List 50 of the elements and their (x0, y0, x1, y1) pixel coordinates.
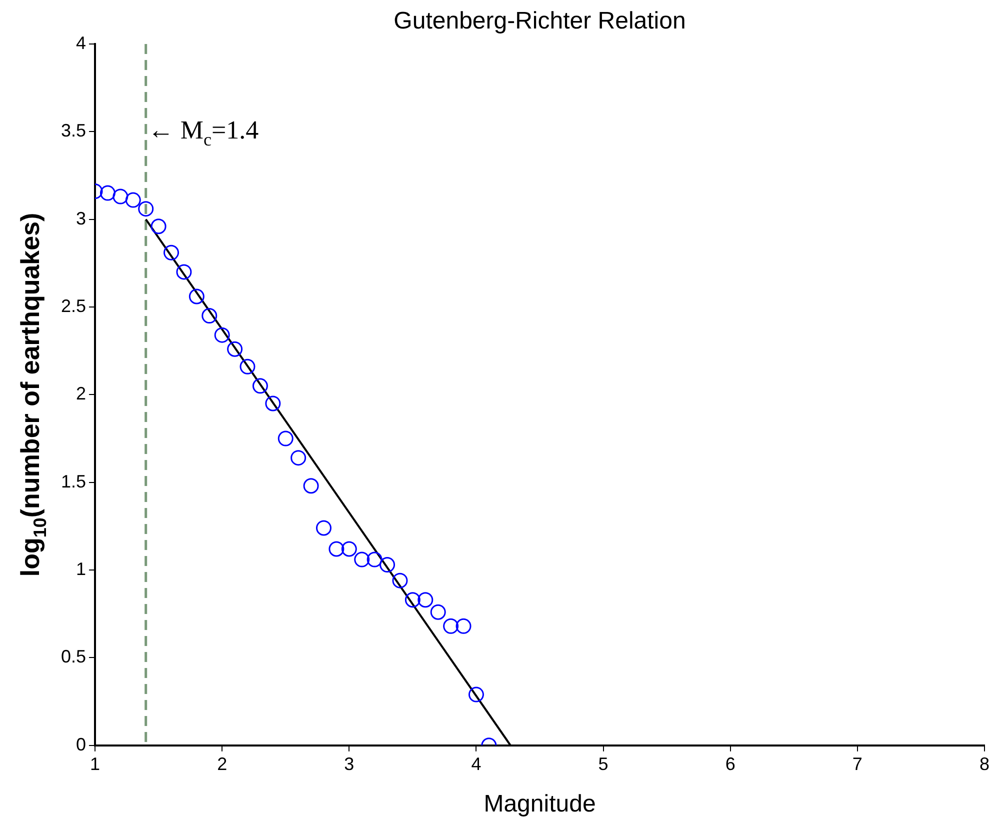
point (176, 264, 192, 280)
point (380, 557, 396, 573)
point (100, 185, 116, 201)
y-tick-label: 1.5 (60, 471, 86, 492)
point (366, 552, 382, 568)
point (392, 572, 408, 588)
point (354, 552, 370, 568)
x-tick-label: 3 (344, 754, 354, 774)
point (430, 604, 446, 620)
x-tick-label: 6 (725, 754, 736, 774)
x-tick-label: 2 (217, 754, 228, 774)
y-axis-title: log10(number of earthquakes) (15, 212, 50, 577)
point (328, 541, 344, 557)
x-tick-label: 1 (90, 754, 100, 774)
point (278, 430, 294, 446)
y-tick-label: 2 (76, 384, 86, 404)
point (290, 450, 306, 466)
x-tick-label: 7 (852, 754, 862, 774)
point (252, 378, 268, 394)
y-tick-label: 0 (76, 734, 86, 754)
point (468, 686, 484, 702)
point (164, 244, 180, 260)
point (316, 520, 332, 536)
point (138, 201, 154, 217)
y-tick-label: 1 (76, 559, 86, 580)
point (303, 478, 319, 494)
point (456, 618, 472, 634)
point (418, 592, 434, 608)
y-tick-label: 3.5 (60, 120, 86, 141)
point (341, 541, 357, 557)
point (443, 618, 459, 634)
y-tick-label: 3 (76, 208, 86, 228)
point (202, 308, 218, 324)
point (240, 358, 256, 374)
point (404, 592, 420, 608)
x-axis-title: Magnitude (484, 790, 596, 818)
point (150, 218, 166, 234)
y-tick-label: 4 (76, 32, 86, 53)
point (188, 288, 204, 304)
x-tick-label: 4 (471, 754, 482, 774)
point (125, 192, 141, 208)
point (227, 341, 243, 357)
point (214, 327, 230, 343)
y-tick-label: 0.5 (60, 646, 86, 667)
point (265, 396, 281, 412)
chart-title: Gutenberg-Richter Relation (394, 8, 686, 35)
point (112, 188, 128, 204)
x-tick-label: 8 (979, 754, 990, 774)
y-tick-label: 2.5 (60, 296, 86, 316)
x-tick-label: 5 (598, 754, 608, 774)
